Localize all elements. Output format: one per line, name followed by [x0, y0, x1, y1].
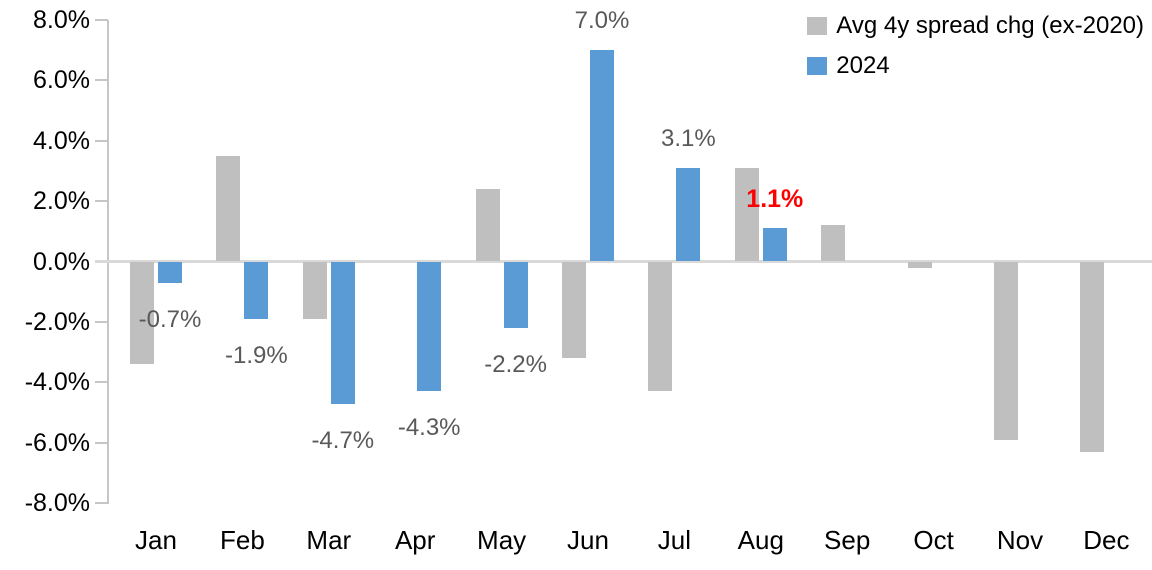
zero-gridline — [95, 260, 1152, 263]
bar-2024-feb — [244, 261, 269, 319]
x-axis-label-nov: Nov — [996, 525, 1044, 555]
x-axis-label-aug: Aug — [737, 525, 784, 555]
x-axis-label-oct: Oct — [913, 525, 954, 555]
legend-label-avg-4y: Avg 4y spread chg (ex-2020) — [836, 12, 1144, 39]
data-label-apr: -4.3% — [397, 414, 461, 442]
data-label-aug: 1.1% — [746, 185, 804, 214]
bar-2024-mar — [330, 261, 355, 404]
data-label-jul: 3.1% — [661, 124, 716, 152]
y-axis-tick-label: -6.0% — [24, 428, 90, 457]
legend: Avg 4y spread chg (ex-2020) 2024 — [807, 12, 1144, 92]
bar-2024-jan — [158, 261, 182, 283]
data-label-mar: -4.7% — [311, 426, 375, 454]
bar-avg-4y-jun — [562, 261, 586, 359]
x-axis-label-dec: Dec — [1083, 525, 1130, 555]
y-axis-tick-label: 2.0% — [33, 187, 90, 216]
bar-avg-4y-dec — [1080, 261, 1105, 452]
bar-avg-4y-feb — [216, 155, 241, 262]
legend-swatch-avg-4y-icon — [807, 17, 828, 35]
bar-avg-4y-may — [475, 188, 500, 262]
y-axis-tick-mark — [95, 502, 108, 505]
bar-avg-4y-mar — [302, 261, 327, 319]
x-axis-label-feb: Feb — [219, 525, 265, 555]
legend-item-2024: 2024 — [807, 52, 1144, 80]
y-axis-tick-mark — [95, 381, 108, 384]
legend-swatch-2024-icon — [807, 57, 828, 75]
bar-2024-jun — [590, 49, 614, 262]
y-axis-tick-label: 6.0% — [33, 66, 90, 95]
bar-2024-apr — [417, 261, 442, 392]
legend-label-2024: 2024 — [836, 52, 890, 79]
bar-2024-jul — [676, 167, 701, 262]
y-axis-tick-mark — [95, 18, 108, 21]
x-axis-label-mar: Mar — [306, 525, 352, 555]
bar-avg-4y-sep — [821, 225, 846, 262]
y-axis-tick-label: 4.0% — [33, 126, 90, 155]
x-axis-label-jan: Jan — [135, 525, 177, 555]
data-label-feb: -1.9% — [225, 341, 288, 369]
y-axis-tick-mark — [95, 320, 108, 323]
y-axis-tick-label: 0.0% — [33, 247, 90, 276]
bar-avg-4y-nov — [994, 261, 1018, 440]
data-label-jun: 7.0% — [574, 6, 630, 34]
y-axis-tick-label: -8.0% — [24, 489, 90, 518]
data-label-jan: -0.7% — [138, 305, 202, 333]
bar-avg-4y-jul — [648, 261, 673, 392]
y-axis-tick-mark — [95, 200, 108, 203]
bar-2024-may — [503, 261, 528, 328]
bar-avg-4y-aug — [734, 167, 759, 262]
x-axis-label-jun: Jun — [567, 525, 609, 555]
bar-2024-aug — [762, 228, 787, 262]
x-axis-label-jul: Jul — [657, 525, 692, 555]
y-axis-tick-mark — [95, 139, 108, 142]
legend-item-avg-4y: Avg 4y spread chg (ex-2020) — [807, 12, 1144, 40]
x-axis-label-sep: Sep — [824, 525, 871, 555]
y-axis-tick-label: -2.0% — [24, 307, 90, 336]
bar-avg-4y-oct — [907, 261, 932, 268]
y-axis-tick-mark — [95, 79, 108, 82]
y-axis-tick-label: 8.0% — [33, 5, 90, 34]
x-axis-label-may: May — [477, 525, 527, 555]
y-axis-tick-mark — [95, 441, 108, 444]
bar-avg-4y-jan — [130, 261, 154, 365]
y-axis-tick-label: -4.0% — [24, 368, 90, 397]
x-axis-label-apr: Apr — [394, 525, 436, 555]
data-label-may: -2.2% — [484, 350, 547, 378]
